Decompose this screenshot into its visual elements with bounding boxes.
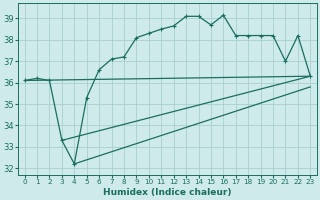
X-axis label: Humidex (Indice chaleur): Humidex (Indice chaleur) bbox=[103, 188, 232, 197]
